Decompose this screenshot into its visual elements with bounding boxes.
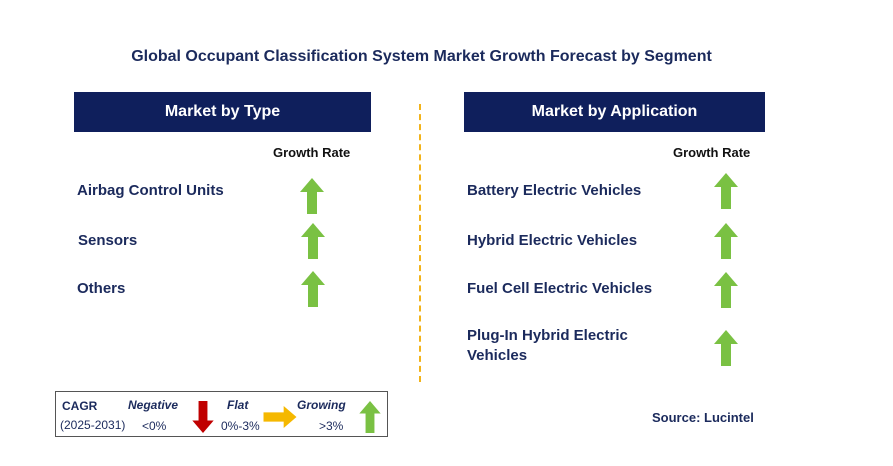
- application-row-label: Plug-In Hybrid Electric Vehicles: [467, 326, 628, 366]
- application-row-label: Fuel Cell Electric Vehicles: [467, 280, 653, 297]
- legend-negative-label: Negative: [128, 398, 179, 412]
- application-growth-rate-label: Growth Rate: [673, 145, 751, 160]
- source-note: Source: Lucintel: [652, 410, 754, 425]
- application-row-label: Hybrid Electric Vehicles: [467, 232, 638, 249]
- legend-growing-range: >3%: [319, 419, 344, 433]
- arrow-right-icon: [263, 406, 297, 428]
- legend-flat-range: 0%-3%: [221, 419, 260, 433]
- application-row-label-line1: Plug-In Hybrid Electric: [467, 327, 628, 344]
- arrow-up-icon: [714, 330, 738, 366]
- application-row-label: Battery Electric Vehicles: [467, 182, 642, 199]
- panel-divider: [419, 104, 421, 382]
- cagr-legend: CAGR (2025-2031) Negative <0% Flat 0%-3%…: [55, 391, 388, 437]
- arrow-up-icon: [300, 178, 324, 214]
- legend-growing-label: Growing: [297, 398, 346, 412]
- legend-flat-label: Flat: [227, 398, 249, 412]
- market-by-type-header: Market by Type: [74, 92, 371, 132]
- type-growth-rate-label: Growth Rate: [273, 145, 351, 160]
- market-by-application-header: Market by Application: [464, 92, 765, 132]
- arrow-down-icon: [192, 401, 214, 433]
- arrow-up-icon: [301, 271, 325, 307]
- legend-negative-range: <0%: [142, 419, 167, 433]
- arrow-up-icon: [714, 272, 738, 308]
- type-row-label: Others: [77, 280, 126, 297]
- arrow-up-icon: [359, 401, 381, 433]
- chart-title: Global Occupant Classification System Ma…: [131, 48, 712, 65]
- arrow-up-icon: [714, 223, 738, 259]
- legend-period: (2025-2031): [60, 418, 126, 432]
- application-row-label-line2: Vehicles: [467, 347, 528, 364]
- legend-cagr-label: CAGR: [62, 399, 98, 413]
- arrow-up-icon: [301, 223, 325, 259]
- type-row-label: Sensors: [78, 232, 138, 249]
- type-row-label: Airbag Control Units: [77, 182, 224, 199]
- arrow-up-icon: [714, 173, 738, 209]
